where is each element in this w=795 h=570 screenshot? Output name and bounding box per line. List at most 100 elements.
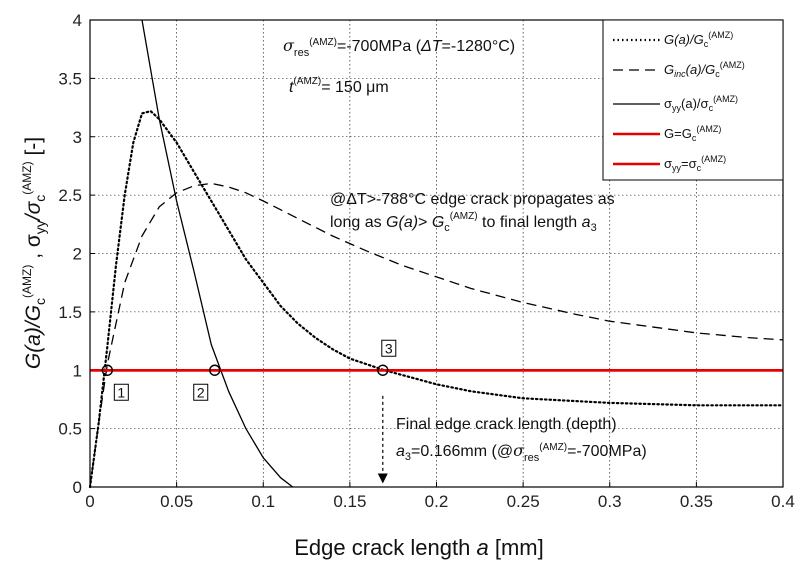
- legend-label-ginc: Ginc(a)/Gc(AMZ): [664, 60, 745, 79]
- arrow-head: [377, 473, 388, 484]
- legend: G(a)/Gc(AMZ) Ginc(a)/Gc(AMZ) σyy(a)/σc(A…: [602, 19, 784, 181]
- point-label-box: [381, 339, 397, 357]
- y-tick-label: 0.5: [58, 420, 82, 439]
- x-tick-label: 0.4: [771, 492, 795, 511]
- annotation-residual-stress: σres(AMZ)=-700MPa (ΔT=-1280°C): [283, 36, 515, 59]
- leg-g-c: (AMZ): [708, 30, 733, 40]
- legend-label-geq: G=Gc(AMZ): [664, 124, 721, 143]
- legend-box: [602, 19, 784, 181]
- final-length-arrow: [377, 395, 388, 484]
- y-tick-label: 2.5: [58, 186, 82, 205]
- leg-ginc-c: (a)/G: [686, 62, 716, 77]
- x-tick-label: 0.35: [680, 492, 713, 511]
- leg-geq-b: c: [692, 133, 697, 143]
- ann-p2-d: G: [432, 214, 444, 231]
- tick-labels: 0 0.05 0.1 0.15 0.2 0.25 0.3 0.35 0.4 0 0.5 1 1.5 2 2.…: [58, 11, 794, 511]
- leg-seq-b: yy: [672, 163, 682, 173]
- ylabel-g: c: [32, 195, 48, 202]
- ylabel-c: (AMZ): [20, 265, 34, 298]
- xlabel-var: a: [476, 535, 488, 560]
- y-tick-label: 4: [73, 11, 82, 30]
- leg-ginc-e: (AMZ): [720, 60, 745, 70]
- leg-syy-a: σ: [664, 96, 672, 111]
- legend-label-seq: σyy=σc(AMZ): [664, 154, 726, 173]
- y-tick-label: 2: [73, 245, 82, 264]
- point-label-box: [193, 383, 209, 401]
- annotation-propagation-line1: @ΔT>-788°C edge crack propagates as: [330, 191, 615, 208]
- ann-f2-a: a: [396, 443, 405, 460]
- leg-ginc-a: G: [664, 62, 674, 77]
- point-label: 3: [385, 340, 393, 356]
- x-tick-label: 0.05: [160, 492, 193, 511]
- series-ginc-ratio: [89, 182, 784, 488]
- ann-f2-b: 3: [405, 451, 411, 463]
- leg-seq-c: =σ: [681, 156, 697, 171]
- ann-f2-e: res: [524, 452, 540, 464]
- annotation-final-line1: Final edge crack length (depth): [396, 416, 617, 433]
- legend-label-g: G(a)/Gc(AMZ): [664, 30, 733, 49]
- point-label: 2: [197, 384, 205, 400]
- y-axis-label: G(a)/Gc(AMZ) , σyy/σc(AMZ) [-]: [20, 137, 48, 369]
- intersection-point: [377, 364, 389, 376]
- intersection-markers: 1 2 3: [101, 339, 397, 401]
- ylabel-b: c: [32, 298, 48, 305]
- y-tick-label: 0: [73, 478, 82, 497]
- leg-syy-b: yy: [672, 103, 682, 113]
- ann-p2-c: >: [418, 214, 432, 231]
- x-tick-label: 0.3: [598, 492, 622, 511]
- ylabel-f: /σ: [22, 200, 45, 222]
- leg-seq-e: (AMZ): [701, 154, 726, 164]
- ann-res-sup: (AMZ): [309, 37, 337, 48]
- leg-syy-e: (AMZ): [713, 94, 738, 104]
- ann-p2-i: 3: [591, 222, 597, 234]
- leg-ginc-d: c: [715, 69, 720, 79]
- x-tick-label: 0.15: [333, 492, 366, 511]
- point-label: 1: [117, 384, 125, 400]
- y-tick-label: 1.5: [58, 303, 82, 322]
- ylabel-d: , σ: [22, 234, 45, 265]
- ann-p2-a: long as: [330, 214, 386, 231]
- ylabel-e: yy: [32, 220, 48, 234]
- ann-p2-h: a: [582, 214, 591, 231]
- ann-f2-d: σ: [513, 441, 525, 460]
- series-g-ratio: [88, 109, 785, 489]
- ann-sigma: σ: [283, 36, 295, 55]
- ann-p2-b: G(a): [386, 214, 418, 231]
- annotation-propagation-line2: long as G(a)> Gc(AMZ) to final length a3: [330, 211, 597, 234]
- x-tick-label: 0.2: [425, 492, 449, 511]
- plot-frame: [89, 19, 784, 488]
- leg-ginc-b: inc: [674, 69, 686, 79]
- leg-geq-c: (AMZ): [696, 124, 721, 134]
- ylabel-h: (AMZ): [20, 161, 34, 194]
- ann-p2-e: c: [444, 222, 450, 234]
- leg-syy-d: c: [709, 103, 714, 113]
- y-tick-label: 3: [73, 128, 82, 147]
- annotation-final-line2: a3=0.166mm (@σres(AMZ)=-700MPa): [396, 441, 647, 464]
- intersection-point: [209, 364, 221, 376]
- ann-t-sup: (AMZ): [293, 76, 321, 87]
- leg-seq-a: σ: [664, 156, 672, 171]
- intersection-point: [101, 364, 114, 376]
- xlabel-post: [mm]: [489, 535, 544, 560]
- ann-t: t: [289, 79, 294, 96]
- ann-t-value: = 150 μm: [321, 79, 388, 96]
- ann-deltat: ΔT: [420, 38, 443, 55]
- ann-deltat-value: =-1280°C): [442, 38, 516, 55]
- ann-f2-c: =0.166mm (@: [411, 443, 513, 460]
- ann-res-value: =-700MPa (: [337, 38, 422, 55]
- point-label-box: [113, 383, 129, 401]
- x-axis-label: Edge crack length a [mm]: [294, 535, 543, 560]
- ann-p2-f: (AMZ): [450, 211, 478, 222]
- ann-p2-g: to final length: [478, 214, 582, 231]
- leg-g-b: c: [704, 39, 709, 49]
- annotation-thickness: t(AMZ)= 150 μm: [289, 76, 389, 96]
- xlabel-pre: Edge crack length: [294, 535, 476, 560]
- y-tick-label: 1: [73, 361, 82, 380]
- ann-f2-f: (AMZ): [539, 442, 567, 453]
- ann-f2-g: =-700MPa): [567, 443, 647, 460]
- y-tick-label: 3.5: [58, 69, 82, 88]
- legend-label-syy: σyy(a)/σc(AMZ): [664, 94, 738, 113]
- leg-g-a: G(a)/G: [664, 32, 704, 47]
- ylabel-a: G(a)/G: [22, 305, 45, 369]
